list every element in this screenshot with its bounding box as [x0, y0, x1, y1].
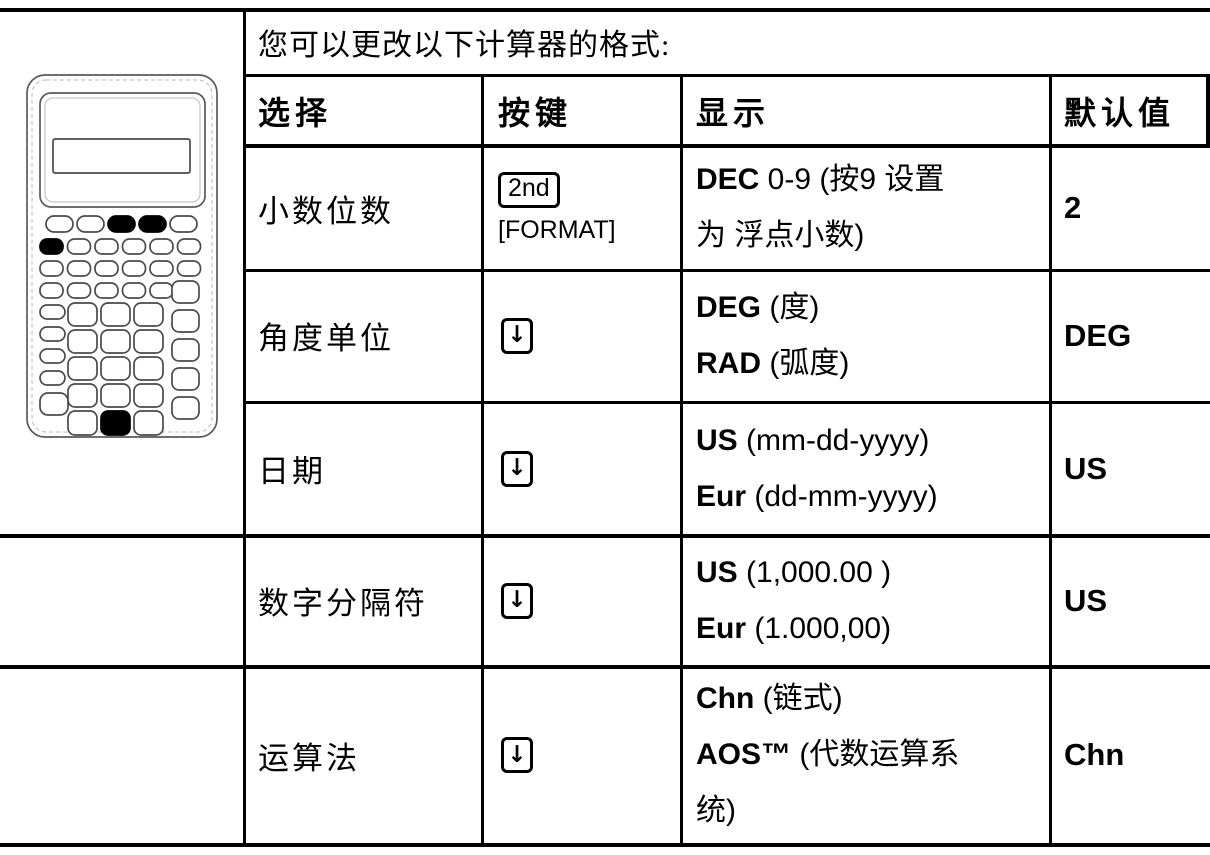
divider-col1-col2 — [481, 74, 484, 847]
calculator-display — [39, 92, 206, 208]
row5-selection: 运算法 — [258, 740, 360, 776]
row5-keys: ↓ — [501, 669, 671, 841]
row2-display: DEG (度) RAD (弧度) — [696, 272, 1041, 399]
row2-default: DEG — [1064, 317, 1132, 353]
display-line: US (1,000.00 ) — [696, 555, 892, 589]
calculator-keypad — [39, 215, 202, 436]
row3-keys: ↓ — [501, 405, 671, 532]
divider-col3-col4 — [1049, 74, 1052, 847]
header-display: 显示 — [696, 95, 771, 131]
row1-default: 2 — [1064, 190, 1082, 225]
rule-below-header — [243, 144, 1210, 148]
caption-text: 您可以更改以下计算器的格式: — [258, 29, 671, 62]
display-line: US (mm-dd-yyyy) — [696, 423, 930, 457]
rule-below-row1 — [243, 269, 1210, 272]
header-selection: 选择 — [258, 95, 333, 131]
row3-default: US — [1064, 450, 1108, 486]
rule-below-row2 — [243, 401, 1210, 404]
key-down-arrow: ↓ — [501, 737, 533, 773]
border-right-header — [1206, 74, 1210, 148]
row1-display: DEC 0-9 (按9 设置 为 浮点小数) — [696, 149, 1041, 267]
row4-default: US — [1064, 582, 1108, 618]
border-bottom — [0, 843, 1210, 847]
display-line: 为 浮点小数) — [696, 219, 865, 252]
row5-display: Chn (链式) AOS™ (代数运算系 统) — [696, 669, 1041, 841]
header-default: 默认值 — [1064, 95, 1176, 131]
key-down-arrow: ↓ — [501, 317, 533, 354]
row5-default: Chn — [1064, 737, 1125, 772]
rule-below-row3 — [0, 534, 1210, 538]
row2-selection: 角度单位 — [258, 321, 394, 356]
divider-col2-col3 — [680, 74, 683, 847]
row3-selection: 日期 — [258, 454, 326, 489]
border-left-of-table — [243, 8, 246, 847]
caption-cell: 您可以更改以下计算器的格式: — [258, 10, 1188, 74]
row3-display: US (mm-dd-yyyy) Eur (dd-mm-yyyy) — [696, 405, 1041, 532]
rule-below-caption — [243, 74, 1210, 77]
border-top — [0, 8, 1210, 12]
header-keys: 按键 — [498, 95, 573, 131]
row1-keys: 2nd [FORMAT] — [498, 149, 668, 267]
row2-keys: ↓ — [501, 272, 671, 399]
display-line: Chn (链式) — [696, 682, 843, 715]
key-format: [FORMAT] — [498, 215, 616, 244]
display-line: Eur (dd-mm-yyyy) — [696, 479, 938, 513]
display-line: AOS™ (代数运算系 — [696, 738, 960, 771]
row1-selection: 小数位数 — [258, 193, 394, 229]
display-line: DEC 0-9 (按9 设置 — [696, 163, 945, 196]
row4-display: US (1,000.00 ) Eur (1.000,00) — [696, 538, 1041, 663]
key-2nd: 2nd — [498, 171, 560, 208]
display-line: RAD (弧度) — [696, 346, 850, 380]
key-down-arrow: ↓ — [501, 450, 533, 487]
calculator-illustration — [26, 74, 218, 438]
row4-selection: 数字分隔符 — [258, 586, 428, 621]
display-line: 统) — [696, 794, 736, 827]
row4-keys: ↓ — [501, 538, 671, 663]
rule-below-row4 — [0, 665, 1210, 669]
display-line: Eur (1.000,00) — [696, 611, 892, 645]
display-line: DEG (度) — [696, 290, 820, 324]
key-down-arrow: ↓ — [501, 582, 533, 619]
